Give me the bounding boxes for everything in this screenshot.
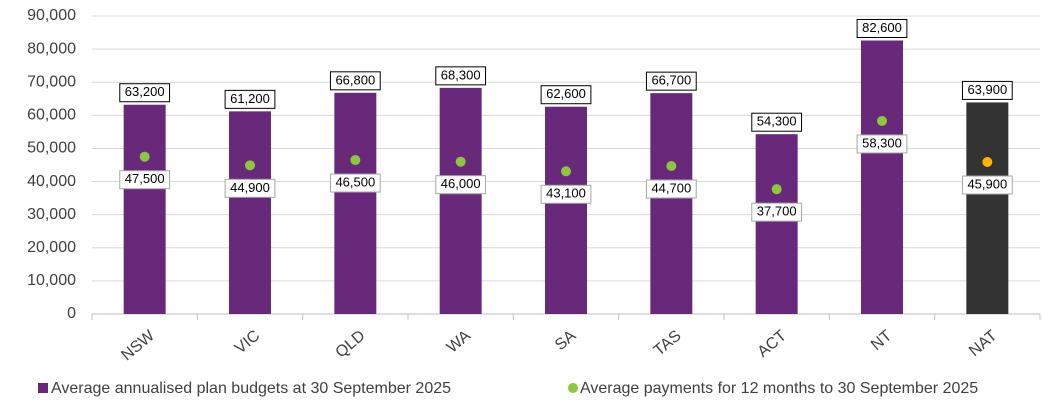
y-tick-label: 10,000 bbox=[27, 272, 76, 289]
bar bbox=[966, 102, 1009, 314]
value-label-box bbox=[119, 83, 171, 103]
x-tick-label: VIC bbox=[232, 327, 263, 357]
value-label: 66,700 bbox=[651, 73, 691, 88]
x-tick-label: QLD bbox=[332, 327, 368, 361]
value-label: 82,600 bbox=[862, 20, 902, 35]
value-label-box bbox=[961, 175, 1013, 195]
dot bbox=[139, 151, 150, 162]
y-tick-label: 20,000 bbox=[27, 239, 76, 256]
value-label: 43,100 bbox=[546, 186, 586, 201]
value-label-box bbox=[329, 71, 381, 91]
value-label: 54,300 bbox=[757, 114, 797, 129]
bar bbox=[861, 40, 903, 314]
value-label: 68,300 bbox=[441, 67, 481, 82]
value-label-box bbox=[751, 112, 803, 132]
value-label-box bbox=[856, 134, 908, 154]
bar bbox=[334, 92, 377, 314]
value-label: 45,900 bbox=[967, 176, 1007, 191]
bar bbox=[545, 106, 587, 314]
value-label: 44,900 bbox=[230, 180, 270, 195]
bar bbox=[650, 93, 693, 314]
value-label: 58,300 bbox=[862, 135, 902, 150]
x-tick-label: SA bbox=[552, 327, 580, 354]
dot bbox=[350, 155, 361, 166]
value-label: 63,900 bbox=[967, 82, 1007, 97]
value-label-box bbox=[961, 80, 1013, 100]
y-tick-label: 60,000 bbox=[27, 107, 76, 124]
x-tick-label: WA bbox=[444, 327, 474, 356]
dot bbox=[771, 184, 782, 195]
value-label: 61,200 bbox=[230, 91, 270, 106]
value-label-box bbox=[329, 173, 381, 193]
bar bbox=[123, 104, 166, 314]
legend-label: Average annualised plan budgets at 30 Se… bbox=[51, 380, 451, 397]
y-tick-label: 90,000 bbox=[27, 7, 76, 24]
value-label: 63,200 bbox=[125, 84, 165, 99]
value-label-box bbox=[540, 184, 592, 204]
value-label-box bbox=[224, 178, 276, 198]
bar bbox=[755, 134, 798, 314]
value-label-box bbox=[645, 179, 697, 199]
value-label-box bbox=[751, 202, 803, 222]
legend-swatch bbox=[568, 383, 578, 393]
dot bbox=[877, 115, 887, 126]
bar bbox=[439, 87, 482, 315]
legend-label: Average payments for 12 months to 30 Sep… bbox=[580, 380, 978, 397]
dot bbox=[455, 156, 466, 167]
y-tick-label: 70,000 bbox=[27, 73, 76, 90]
value-label: 37,700 bbox=[757, 204, 797, 219]
value-label: 47,500 bbox=[125, 171, 165, 186]
y-tick-label: 50,000 bbox=[27, 140, 76, 157]
value-label-box bbox=[435, 175, 487, 195]
dot bbox=[245, 160, 255, 171]
x-tick-label: ACT bbox=[755, 327, 791, 361]
x-tick-label: NAT bbox=[966, 327, 1001, 360]
value-label: 62,600 bbox=[546, 86, 586, 101]
value-label-box bbox=[540, 85, 592, 105]
y-tick-label: 40,000 bbox=[27, 173, 76, 190]
y-tick-label: 80,000 bbox=[27, 40, 76, 57]
bar bbox=[229, 111, 271, 314]
x-tick-label: NT bbox=[868, 327, 895, 354]
value-label: 46,000 bbox=[441, 176, 481, 191]
value-label-box bbox=[856, 19, 908, 39]
dot bbox=[666, 160, 677, 171]
x-tick-label: NSW bbox=[118, 327, 158, 365]
value-label: 66,800 bbox=[335, 72, 375, 87]
value-label-box bbox=[435, 66, 487, 86]
y-tick-label: 30,000 bbox=[27, 206, 76, 223]
value-label-box bbox=[645, 71, 697, 91]
legend-swatch bbox=[38, 383, 48, 393]
value-label-box bbox=[224, 89, 276, 109]
value-label: 44,700 bbox=[651, 180, 691, 195]
dot bbox=[561, 166, 571, 177]
dot bbox=[982, 157, 993, 168]
value-label-box bbox=[119, 170, 171, 190]
x-tick-label: TAS bbox=[651, 327, 685, 359]
value-label: 46,500 bbox=[335, 174, 375, 189]
y-tick-label: 0 bbox=[67, 305, 76, 322]
